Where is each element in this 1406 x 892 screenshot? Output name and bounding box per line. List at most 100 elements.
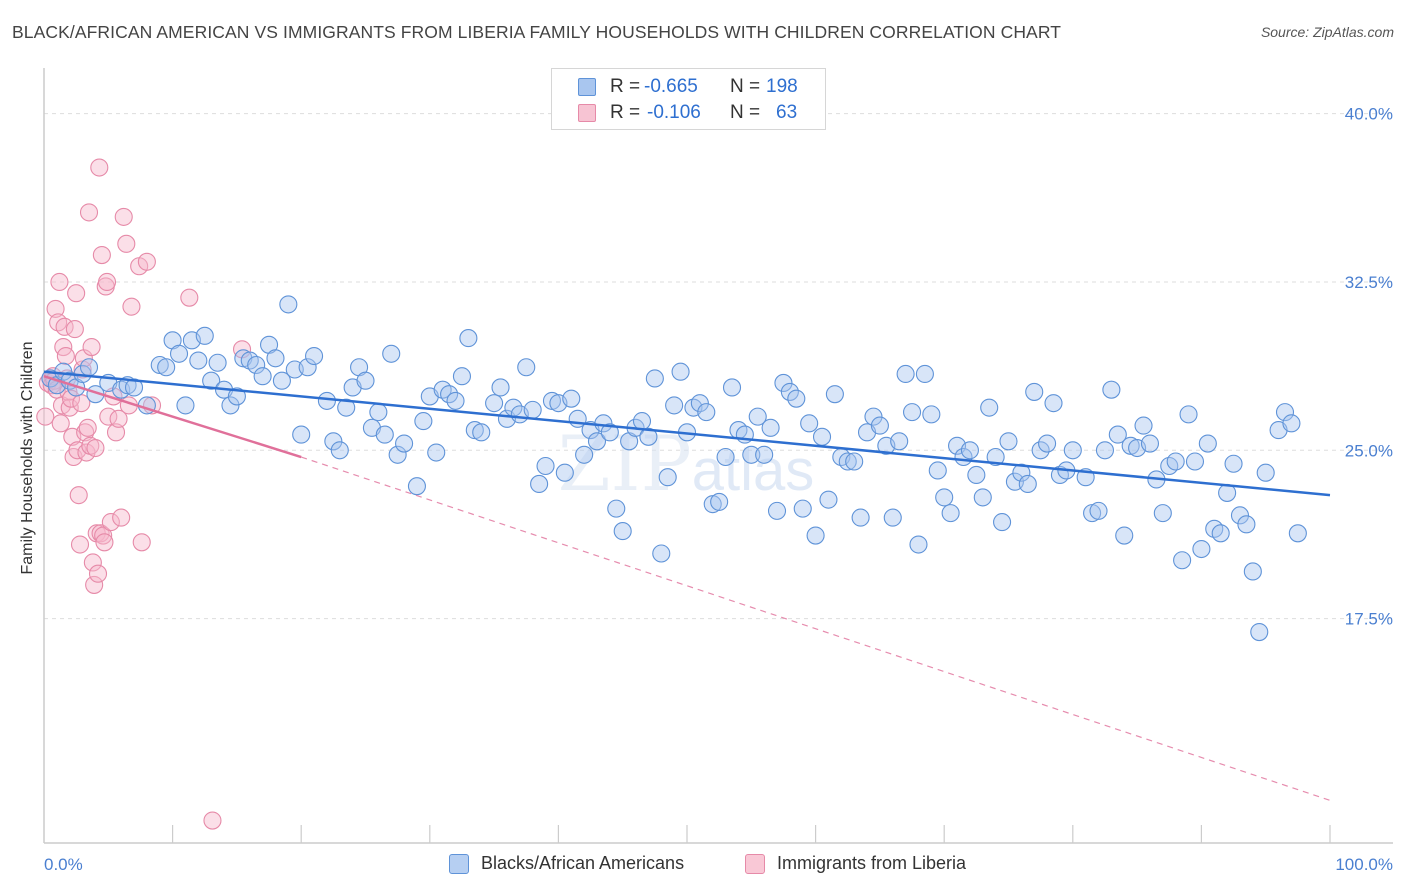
data-point [1288,524,1307,543]
data-point [812,427,832,446]
data-point [1038,434,1057,453]
data-point [632,412,652,431]
data-point [67,284,86,303]
data-point [639,427,658,446]
data-point [967,465,986,485]
data-point [272,371,291,390]
data-point [1166,452,1185,471]
data-point [652,544,671,563]
data-point [97,272,117,292]
data-point [1211,524,1230,543]
data-point [1230,506,1250,525]
data-point [1243,562,1262,581]
data-point [986,447,1005,467]
data-point [491,378,510,397]
source-label: Source: ZipAtlas.com [1260,24,1394,40]
data-point [91,524,110,543]
data-point [665,396,684,415]
data-point [999,432,1018,451]
trend-line-liberia-extrapolated [301,456,1331,801]
data-point [902,403,922,422]
data-point [1185,452,1205,471]
data-point [1282,414,1301,433]
data-point [356,371,375,390]
data-point [993,513,1012,532]
data-point [767,501,787,520]
data-point [382,344,401,363]
data-point [671,362,690,381]
data-point [407,477,426,496]
data-point [92,245,111,265]
data-point [1031,441,1050,460]
data-point [208,353,227,372]
data-point [95,533,114,552]
data-point [169,344,189,363]
data-point [292,425,311,444]
data-point [253,367,272,386]
data-point [613,522,632,541]
axes [43,68,1393,844]
data-point [203,811,222,830]
data-point [1134,416,1153,435]
series-legend: Blacks/African Americans Immigrants from… [0,852,1406,878]
data-point [1140,434,1160,453]
data-point [780,382,799,401]
data-point [523,400,542,419]
legend-n-value: 63 [776,102,798,123]
data-point [82,337,101,357]
data-point [69,486,88,505]
data-point [922,405,941,424]
data-point [221,396,240,415]
data-point [1179,405,1198,424]
data-point [883,508,902,527]
legend-n-label: N = [730,102,761,123]
trend-line-black [43,370,1331,497]
data-point [78,418,97,437]
data-point [157,358,176,377]
data-point [1275,403,1295,422]
data-point [973,488,992,507]
legend-swatch-pink [745,854,765,874]
data-point [202,371,221,390]
legend-label-liberia: Immigrants from Liberia [777,853,967,873]
data-point [446,391,465,410]
data-point [36,407,55,426]
x-tick-labels: 0.0% 100.0% [44,855,1393,874]
data-point [1018,474,1037,493]
data-point [1224,454,1243,473]
data-point [61,389,81,408]
data-point [137,252,156,271]
data-point [109,409,128,428]
data-point [1025,382,1044,401]
data-point [562,389,581,408]
series-liberia-points [36,158,252,830]
data-point [266,349,285,368]
y-tick-label: 25.0% [1345,441,1393,460]
data-point [793,499,812,518]
trend-lines [43,370,1331,801]
series-black-points [41,295,1307,642]
data-point [317,391,336,410]
data-point [279,295,298,314]
data-point [928,461,947,480]
data-point [825,385,844,404]
legend-r-label: R = [610,76,641,97]
data-point [716,447,735,467]
data-point [83,553,102,572]
data-point [1198,434,1217,453]
data-point [1173,551,1192,570]
legend-swatch-pink [578,104,596,122]
data-point [845,452,864,471]
data-point [697,403,716,422]
data-point [106,423,126,442]
data-point [851,508,870,527]
stats-legend: R = -0.665 N = 198 R = -0.106 N = 63 [551,68,826,130]
data-point [485,394,504,413]
data-point [124,378,144,397]
data-point [587,432,607,451]
data-point [806,526,825,545]
data-point [122,297,141,316]
data-point [337,398,356,417]
data-point [864,407,883,426]
